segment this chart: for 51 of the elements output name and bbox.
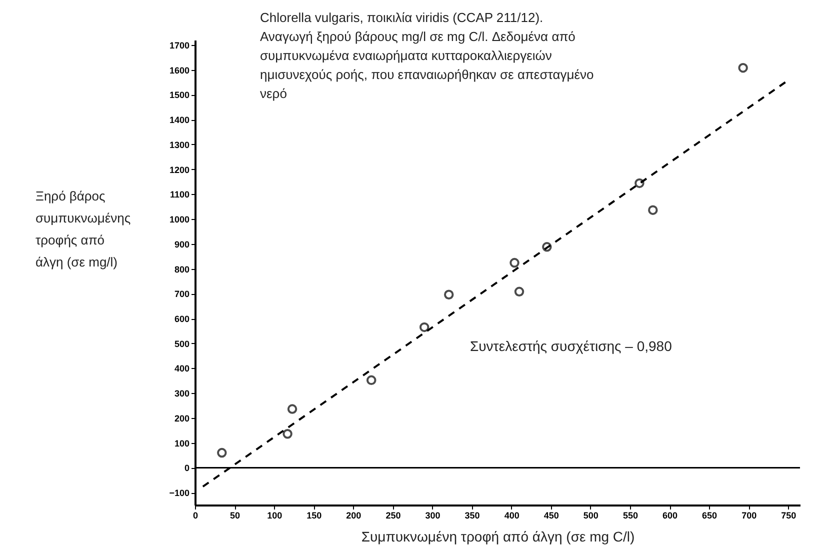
y-tick-label: 900 xyxy=(174,239,190,250)
x-tick-label: 550 xyxy=(622,510,638,520)
x-tick-label: 250 xyxy=(386,510,401,520)
point xyxy=(282,429,292,439)
x-tick-label: 150 xyxy=(306,510,322,520)
y-tick-label: 1000 xyxy=(169,214,190,225)
x-tick-label: 500 xyxy=(583,510,598,520)
point xyxy=(510,258,520,268)
y-tick-label: 200 xyxy=(174,413,190,424)
x-tick-label: 450 xyxy=(544,510,559,520)
point xyxy=(217,448,227,458)
y-tick-label: 700 xyxy=(174,289,190,300)
point xyxy=(542,242,552,252)
x-tick-label: 700 xyxy=(742,510,757,520)
x-tick-label: 200 xyxy=(346,510,362,520)
point xyxy=(419,322,430,332)
x-tick-label: 50 xyxy=(230,510,240,520)
y-tick-label: 800 xyxy=(174,264,190,274)
y-tick-label: 300 xyxy=(174,388,190,399)
x-axis-title: Συμπυκνωμένη τροφή από άλγη (σε mg C/l) xyxy=(361,528,635,544)
y-tick-label: 1300 xyxy=(169,140,190,150)
point xyxy=(366,375,376,386)
x-tick-label: 400 xyxy=(504,510,520,520)
y-tick-label: 600 xyxy=(174,314,190,324)
point xyxy=(634,178,644,188)
point xyxy=(738,62,748,73)
y-tick-label: 1400 xyxy=(169,115,190,126)
x-tick-label: 650 xyxy=(702,510,718,520)
x-tick-label: 0 xyxy=(192,510,198,520)
x-tick-label: 350 xyxy=(464,510,480,520)
point xyxy=(648,205,658,215)
y-tick-label: 1100 xyxy=(170,190,190,200)
annotation: Συντελεστής συσχέτισης – 0,980 xyxy=(470,338,672,354)
y-tick-label: 400 xyxy=(174,364,190,374)
y-tick-label: 100 xyxy=(174,438,190,448)
y-tick-label: 0 xyxy=(184,463,190,474)
x-tick-label: 300 xyxy=(425,510,440,520)
x-tick-label: 100 xyxy=(267,510,282,520)
y-tick-label: 1700 xyxy=(169,40,190,50)
y-tick-label: 1500 xyxy=(169,90,190,100)
y-tick-label: −100 xyxy=(169,488,190,498)
y-tick-label: 1600 xyxy=(169,65,190,76)
point xyxy=(514,286,524,297)
y-tick-label: 1200 xyxy=(169,164,190,175)
point xyxy=(287,404,298,414)
y-axis-title: Ξηρό βάρος συμπυκνωμένης τροφής από άλγη (σε mg/l) xyxy=(36,188,131,270)
x-tick-label: 600 xyxy=(662,510,678,520)
text: Chlorella vulgaris, ποικιλία viridis (CCAP 211/12). Αναγωγή ξηρού βάρους mg/l σε mg C/l. Δεδομένα από συμπυκνωμένα εναιωρήματα κυτταροκαλλιεργειών ημισυνεχούς ροής, που επαναιωρήθηκαν σε απεσταγμένο νερό xyxy=(260,10,594,101)
x-tick-label: 750 xyxy=(781,510,796,520)
y-tick-label: 500 xyxy=(174,338,190,349)
point xyxy=(444,290,454,300)
